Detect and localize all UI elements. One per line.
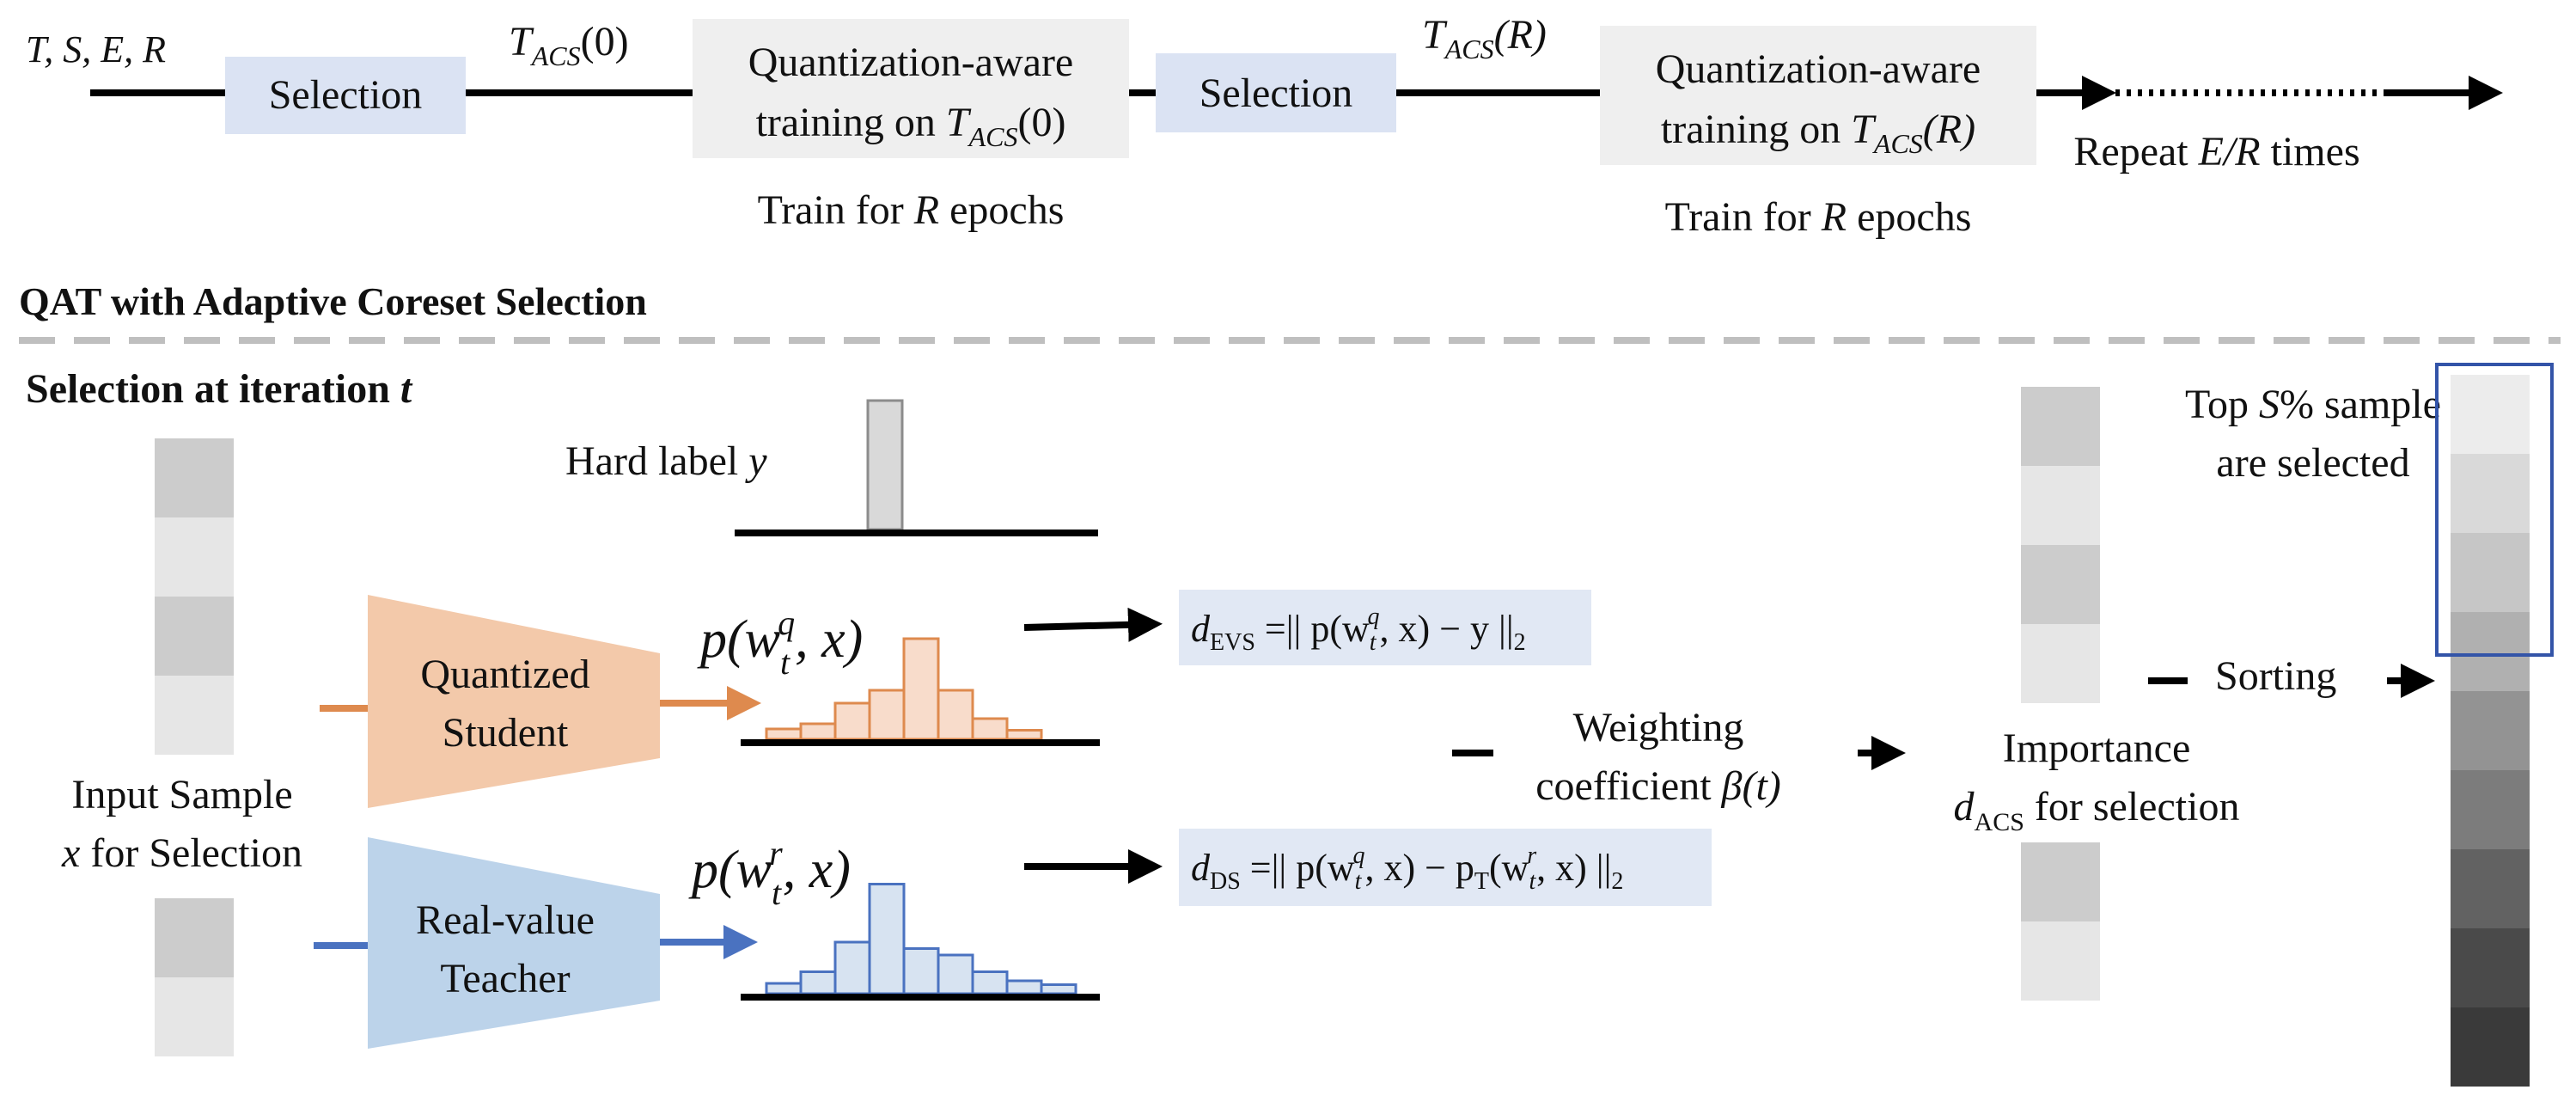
histogram-bar: [937, 953, 974, 995]
histogram-bar: [765, 727, 803, 741]
sorted-cell: [2451, 770, 2530, 849]
input-column-top: [155, 438, 234, 755]
input-cell: [155, 898, 234, 977]
histogram-bar: [799, 722, 837, 741]
importance-cell: [2021, 842, 2100, 921]
input-column-bottom: [155, 898, 234, 1056]
input-sample-line1: Input Sample: [71, 772, 292, 817]
student-histogram: [765, 637, 1043, 741]
importance-cell: [2021, 387, 2100, 466]
input-cell: [155, 676, 234, 755]
train-caption-2: Train for R epochs: [1665, 194, 1972, 240]
histogram-bar: [833, 940, 871, 995]
sorted-cell: [2451, 612, 2530, 691]
pipeline-inputs-label: T, S, E, R: [26, 28, 166, 70]
teacher-output-label: p(wtr, x): [688, 834, 851, 912]
sorted-column: [2451, 375, 2530, 1087]
histogram-bar: [937, 689, 974, 741]
train-box-2: [1600, 26, 2036, 165]
d-evs-formula: dEVS =|| p(wtq, x) − y ||2: [1191, 603, 1526, 656]
histogram-bar: [1040, 983, 1077, 995]
sorting-label: Sorting: [2215, 653, 2336, 699]
histogram-bar: [799, 970, 837, 995]
sorted-cell: [2451, 454, 2530, 533]
subsection-title: Selection at iteration t: [26, 366, 413, 412]
importance-cell: [2021, 545, 2100, 624]
sorted-cell: [2451, 375, 2530, 454]
teacher-histogram: [765, 883, 1077, 995]
teacher-line2: Teacher: [440, 956, 570, 1001]
train-box-2-line2: training on TACS(R): [1661, 107, 1975, 159]
weighting-line2: coefficient β(t): [1535, 763, 1781, 809]
sorted-cell: [2451, 928, 2530, 1007]
arrow-to-d-evs: [1023, 607, 1163, 642]
pipeline: T, S, E, R Selection TACS(0) Quantizatio…: [26, 12, 2503, 240]
input-cell: [155, 517, 234, 597]
importance-cell: [2021, 466, 2100, 545]
repeat-label: Repeat E/R times: [2073, 129, 2359, 174]
tacsR-label: TACS(R): [1422, 12, 1547, 64]
sorted-cell: [2451, 691, 2530, 770]
train-box-1: [693, 19, 1129, 158]
histogram-bar: [971, 717, 1009, 741]
sorted-cell: [2451, 1007, 2530, 1087]
train-box-1-line2: training on TACS(0): [756, 100, 1066, 152]
histogram-bar: [902, 637, 940, 741]
top-selected-line2: are selected: [2216, 440, 2409, 486]
importance-cell: [2021, 921, 2100, 1001]
histogram-bar: [765, 982, 803, 995]
student-trapezoid: [368, 595, 660, 808]
histogram-bar: [1005, 979, 1043, 995]
d-ds-formula: dDS =|| p(wtq, x) − pT(wtr, x) ||2: [1191, 842, 1623, 895]
selection-box-1: [225, 57, 466, 134]
histogram-bar: [866, 399, 904, 531]
sorted-cell: [2451, 849, 2530, 928]
weighting-line1: Weighting: [1573, 705, 1744, 750]
histogram-bar: [902, 947, 940, 995]
d-evs-box: [1179, 590, 1591, 665]
histogram-bar: [971, 970, 1009, 995]
student-output-label: p(wtq, x): [697, 603, 863, 682]
tacs0-label: TACS(0): [509, 19, 629, 71]
histogram-bar: [868, 883, 906, 995]
top-selected-line1: Top S% sample: [2185, 382, 2441, 427]
input-cell: [155, 438, 234, 517]
teacher-trapezoid: [368, 837, 660, 1049]
importance-line2: dACS for selection: [1954, 784, 2240, 836]
d-ds-box: [1179, 829, 1712, 906]
histogram-bar: [868, 689, 906, 741]
selected-frame: [2435, 363, 2554, 657]
student-line2: Student: [443, 710, 569, 756]
input-cell: [155, 597, 234, 676]
histogram-bar: [1005, 729, 1043, 741]
student-line1: Quantized: [420, 652, 589, 697]
teacher-line1: Real-value: [416, 897, 595, 943]
train-box-2-line1: Quantization-aware: [1656, 46, 1981, 92]
hard-label-histogram: [866, 399, 904, 531]
histogram-bar: [833, 701, 871, 741]
selection-box-1-label: Selection: [269, 72, 423, 118]
selection-box-2: [1156, 53, 1396, 132]
train-box-1-line1: Quantization-aware: [748, 40, 1073, 85]
importance-line1: Importance: [2003, 725, 2191, 771]
selection-box-2-label: Selection: [1199, 70, 1353, 116]
train-caption-1: Train for R epochs: [758, 187, 1065, 233]
input-cell: [155, 977, 234, 1056]
importance-column-top: [2021, 387, 2100, 703]
hard-label-text: Hard label y: [565, 438, 767, 484]
input-sample-line2: x for Selection: [61, 830, 302, 876]
section-title: QAT with Adaptive Coreset Selection: [19, 279, 647, 323]
importance-column-bottom: [2021, 842, 2100, 1001]
importance-cell: [2021, 624, 2100, 703]
sorted-cell: [2451, 533, 2530, 612]
